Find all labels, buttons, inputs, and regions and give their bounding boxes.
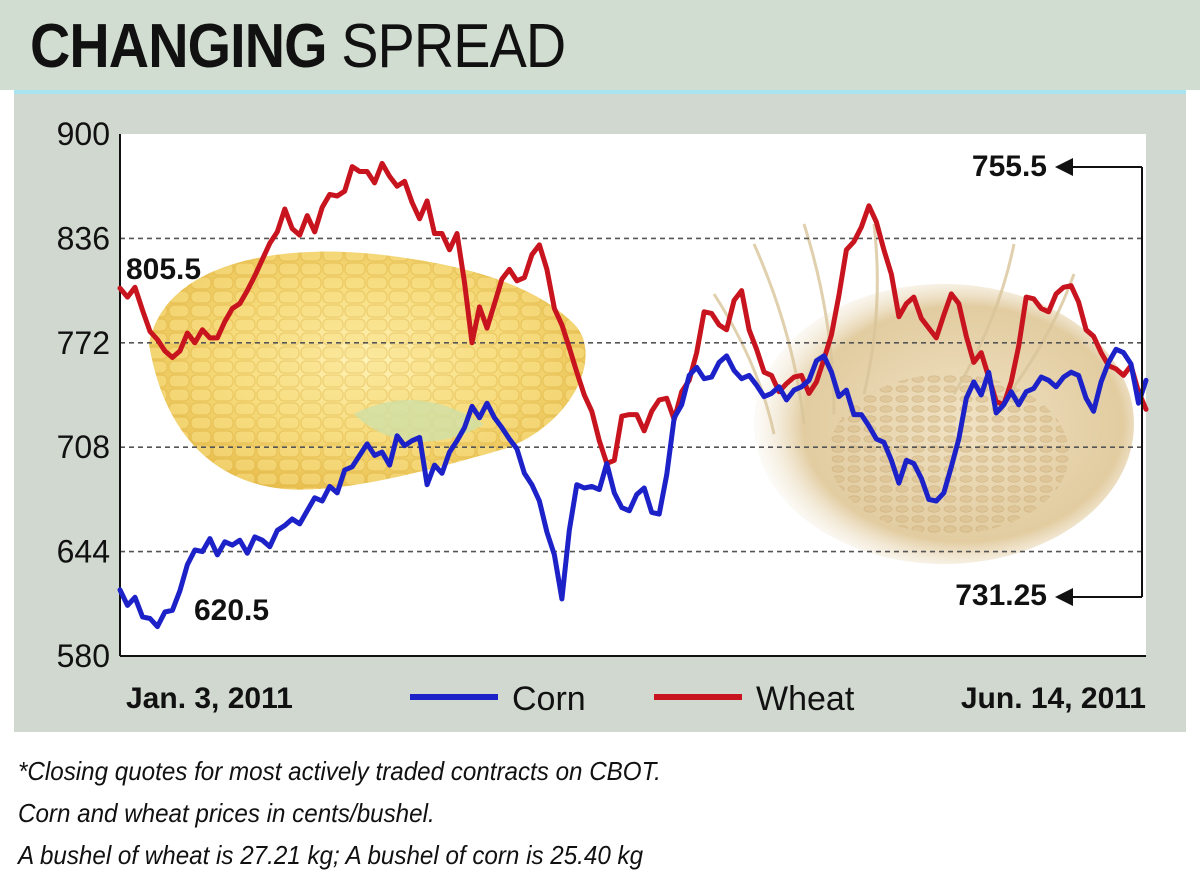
- wheat-start-label: 805.5: [126, 253, 201, 286]
- title-rest: SPREAD: [341, 12, 566, 81]
- arrowhead: [1055, 588, 1073, 606]
- y-tick-label: 580: [57, 638, 110, 674]
- corn-start-label: 620.5: [194, 594, 269, 627]
- y-tick-label: 708: [57, 429, 110, 465]
- footnote-line: *Closing quotes for most actively traded…: [18, 756, 661, 786]
- legend-label-corn: Corn: [512, 680, 586, 718]
- title-bold: CHANGING: [30, 12, 328, 81]
- wheat-stalk: [712, 293, 776, 435]
- chart-title: CHANGING SPREAD: [30, 12, 566, 81]
- chart-panel: 900 836 772 708 644 580 805.5 620.5 755.5 731.25 J…: [14, 90, 1186, 732]
- footnotes: *Closing quotes for most actively traded…: [18, 750, 1188, 876]
- footnote-line: A bushel of wheat is 27.21 kg; A bushel …: [18, 840, 644, 870]
- wheat-stalk: [752, 243, 806, 425]
- header-band: [0, 0, 1200, 90]
- wheat-end-label: 755.5: [972, 150, 1047, 183]
- y-tick-label: 644: [57, 534, 110, 570]
- corn-husk-illustration: [354, 400, 484, 442]
- wheat-stalk: [862, 223, 879, 395]
- series-line-corn: [117, 346, 1149, 630]
- wheat-stalk: [802, 223, 836, 415]
- wheat-stalk: [952, 243, 1016, 395]
- legend-label-wheat: Wheat: [756, 680, 855, 718]
- x-start-label: Jan. 3, 2011: [126, 682, 293, 715]
- y-tick-label: 836: [57, 220, 110, 256]
- y-tick-label: 900: [57, 116, 110, 152]
- line-chart: 900 836 772 708 644 580 805.5 620.5 755.5 731.25 J…: [57, 116, 1149, 718]
- corn-end-label: 731.25: [955, 579, 1047, 612]
- series-line-wheat: [117, 160, 1149, 466]
- y-tick-label: 772: [57, 325, 110, 361]
- arrowhead: [1055, 158, 1073, 176]
- footnote-line: Corn and wheat prices in cents/bushel.: [18, 798, 435, 828]
- x-end-label: Jun. 14, 2011: [961, 682, 1146, 715]
- wheat-grains-texture: [829, 374, 1069, 534]
